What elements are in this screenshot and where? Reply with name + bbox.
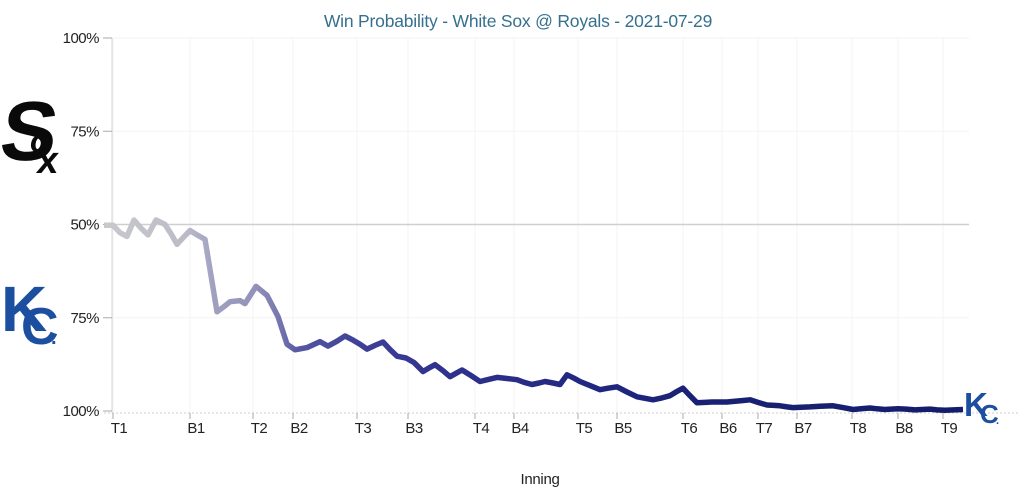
x-axis-label: B7	[794, 420, 812, 437]
x-axis-label: T6	[681, 420, 698, 437]
x-axis-label: B8	[895, 420, 913, 437]
white-sox-logo: S o x	[0, 84, 64, 182]
x-axis-label: T5	[576, 420, 593, 437]
x-axis-label: B1	[187, 420, 205, 437]
line-end-team-label: K C .	[964, 386, 999, 429]
x-axis-label: T2	[251, 420, 268, 437]
horizontal-gridlines	[112, 37, 969, 319]
x-axis-labels: T1 B1 T2 B2 T3 B3 T4 B4 T5 B5 T6 B6 T7 B7 T8 B8 T9	[111, 420, 958, 437]
x-axis-label: T7	[756, 420, 773, 437]
x-axis-label: B2	[290, 420, 308, 437]
line-end-label-period: .	[996, 415, 999, 427]
x-axis-label: B4	[511, 420, 529, 437]
y-axis-label: 75%	[70, 123, 99, 140]
y-axis-label: 100%	[63, 30, 100, 47]
vertical-gridlines	[112, 38, 944, 413]
y-axis-label: 100%	[63, 403, 100, 420]
win-probability-line	[104, 217, 964, 414]
line-end-label-letter-c: C	[980, 399, 999, 429]
y-axis-label: 75%	[70, 310, 99, 327]
y-axis-tick-marks	[103, 37, 112, 412]
royals-logo-letter-k: K	[1, 273, 47, 345]
x-axis-label: T3	[355, 420, 372, 437]
x-axis-label: B5	[614, 420, 632, 437]
y-axis-labels: 100% 75% 50% 75% 100%	[63, 30, 100, 420]
royals-logo-letter-c: C	[21, 298, 59, 356]
x-axis-label: T8	[850, 420, 867, 437]
y-axis-label: 50%	[70, 217, 99, 234]
x-axis-label: B6	[719, 420, 737, 437]
royals-logo-period: .	[51, 327, 57, 349]
x-axis-label: T4	[473, 420, 490, 437]
line-end-label-letter-k: K	[964, 386, 988, 423]
x-axis-title: Inning	[520, 471, 559, 488]
x-axis-label: B3	[405, 420, 423, 437]
chart-title: Win Probability - White Sox @ Royals - 2…	[324, 11, 712, 31]
x-axis-tick-marks	[112, 413, 944, 419]
x-axis-label: T9	[941, 420, 958, 437]
royals-logo: K C .	[1, 273, 59, 356]
x-axis-label: T1	[111, 420, 128, 437]
